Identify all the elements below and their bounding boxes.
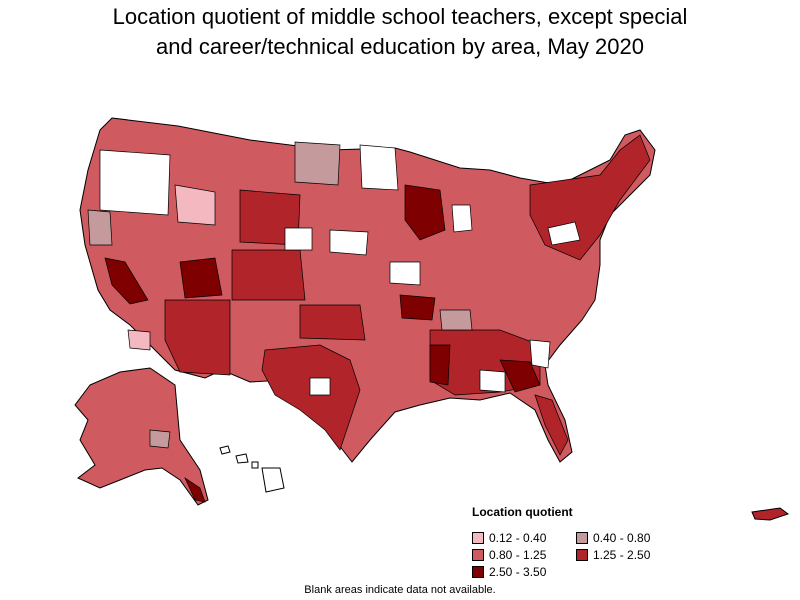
legend-label: 0.12 - 0.40 bbox=[489, 531, 547, 545]
region-michigan-blank bbox=[451, 204, 473, 233]
legend-label: 2.50 - 3.50 bbox=[489, 565, 547, 579]
region-arkansas-dark bbox=[399, 294, 436, 321]
alaska-muted bbox=[149, 429, 171, 449]
region-texas-blank bbox=[309, 377, 331, 396]
footnote: Blank areas indicate data not available. bbox=[304, 584, 496, 596]
region-minnesota-blank bbox=[359, 144, 399, 191]
alaska-panhandle-dark bbox=[184, 477, 206, 503]
region-wyoming-blank bbox=[284, 227, 313, 251]
region-northeast bbox=[529, 134, 651, 261]
region-utah-dark bbox=[179, 257, 223, 299]
region-oregon-blank bbox=[99, 149, 171, 216]
legend-item-1: 0.40 - 0.80 bbox=[576, 531, 686, 545]
region-southeast-blank bbox=[479, 369, 506, 393]
title-line-2: and career/technical education by area, … bbox=[156, 34, 644, 59]
region-northeast-blank bbox=[547, 221, 581, 246]
legend-item-4: 2.50 - 3.50 bbox=[472, 565, 576, 579]
legend-label: 1.25 - 2.50 bbox=[593, 548, 651, 562]
region-oklahoma bbox=[299, 304, 366, 341]
puerto-rico bbox=[751, 507, 790, 521]
region-nevada-south-dark bbox=[104, 257, 149, 305]
legend-swatch bbox=[472, 549, 484, 561]
legend-swatch bbox=[576, 549, 588, 561]
region-nebraska-blank bbox=[329, 229, 369, 256]
legend-swatch bbox=[472, 532, 484, 544]
hawaii bbox=[219, 445, 285, 493]
legend: Location quotient 0.12 - 0.40 0.40 - 0.8… bbox=[472, 505, 722, 579]
legend-label: 0.40 - 0.80 bbox=[593, 531, 651, 545]
region-texas-dark bbox=[261, 344, 361, 451]
region-mississippi-dark bbox=[429, 344, 451, 386]
legend-item-3: 1.25 - 2.50 bbox=[576, 548, 686, 562]
region-florida bbox=[534, 394, 569, 456]
alaska bbox=[74, 367, 209, 506]
legend-title: Location quotient bbox=[472, 505, 573, 519]
region-missouri-blank bbox=[389, 261, 421, 286]
legend-swatch bbox=[472, 566, 484, 578]
legend-item-0: 0.12 - 0.40 bbox=[472, 531, 576, 545]
region-georgia-dark bbox=[499, 359, 541, 393]
region-midsouth-muted bbox=[439, 309, 473, 331]
region-carolina-blank bbox=[529, 339, 551, 369]
region-nm-az bbox=[164, 299, 231, 376]
region-colorado bbox=[231, 249, 306, 301]
legend-swatch bbox=[576, 532, 588, 544]
region-california-muted bbox=[87, 209, 113, 246]
region-idaho-light bbox=[174, 184, 216, 226]
title-line-1: Location quotient of middle school teach… bbox=[112, 4, 688, 29]
map-title: Location quotient of middle school teach… bbox=[0, 2, 800, 62]
region-midwest-dark bbox=[404, 184, 446, 241]
region-north-dakota-muted bbox=[294, 141, 341, 186]
legend-label: 0.80 - 1.25 bbox=[489, 548, 547, 562]
region-socal-light bbox=[127, 329, 151, 351]
legend-item-2: 0.80 - 1.25 bbox=[472, 548, 576, 562]
